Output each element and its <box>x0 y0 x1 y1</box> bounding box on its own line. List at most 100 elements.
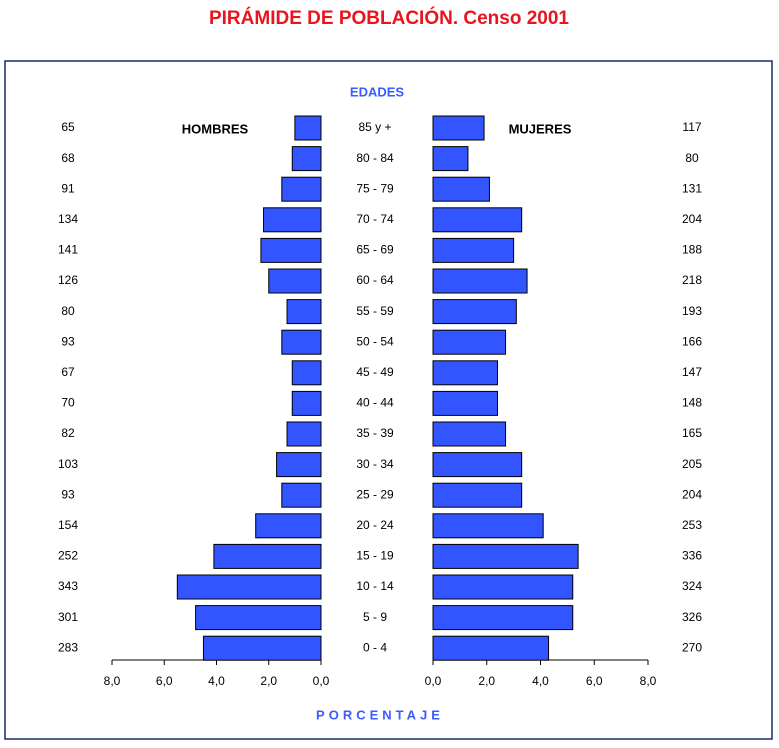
bar <box>294 115 322 141</box>
x-tick-label: 6,0 <box>156 674 173 688</box>
age-label: 10 - 14 <box>356 579 394 593</box>
count-label: 188 <box>682 243 702 257</box>
count-label: 218 <box>682 273 702 287</box>
count-label: 343 <box>58 579 78 593</box>
x-axis-title: PORCENTAJE <box>316 707 444 722</box>
bar <box>213 543 322 569</box>
x-tick-label: 2,0 <box>478 674 495 688</box>
count-label: 270 <box>682 640 702 654</box>
count-label: 80 <box>685 151 699 165</box>
bar <box>286 299 322 325</box>
age-label: 0 - 4 <box>363 640 387 654</box>
x-tick-label: 0,0 <box>313 674 330 688</box>
age-label: 40 - 44 <box>356 396 394 410</box>
count-label: 93 <box>61 334 75 348</box>
x-tick-label: 4,0 <box>208 674 225 688</box>
x-tick-label: 8,0 <box>104 674 121 688</box>
count-label: 67 <box>61 365 75 379</box>
age-label: 55 - 59 <box>356 304 394 318</box>
bar <box>281 176 322 202</box>
bar <box>432 176 490 202</box>
bar <box>432 268 528 294</box>
bar <box>432 329 507 355</box>
count-label: 91 <box>61 181 75 195</box>
count-label: 204 <box>682 487 702 501</box>
count-label: 301 <box>58 610 78 624</box>
count-label: 193 <box>682 304 702 318</box>
count-label: 253 <box>682 518 702 532</box>
age-label: 85 y + <box>358 120 391 134</box>
count-label: 65 <box>61 120 75 134</box>
count-label: 68 <box>61 151 75 165</box>
count-label: 252 <box>58 549 78 563</box>
count-label: 126 <box>58 273 78 287</box>
frame <box>4 60 773 740</box>
count-label: 117 <box>682 120 701 134</box>
count-label: 134 <box>58 212 78 226</box>
age-label: 25 - 29 <box>356 487 394 501</box>
bar <box>432 115 485 141</box>
count-label: 165 <box>682 426 702 440</box>
bar <box>176 574 322 600</box>
category-axis-title: EDADES <box>350 84 405 99</box>
x-tick-label: 0,0 <box>425 674 442 688</box>
bar <box>432 482 523 508</box>
count-label: 205 <box>682 457 702 471</box>
bar <box>432 390 498 416</box>
age-label: 80 - 84 <box>356 151 394 165</box>
age-label: 20 - 24 <box>356 518 394 532</box>
bar <box>291 146 322 172</box>
count-label: 82 <box>61 426 75 440</box>
bar <box>268 268 322 294</box>
age-label: 65 - 69 <box>356 243 394 257</box>
count-label: 141 <box>58 243 78 257</box>
bar <box>432 635 550 661</box>
age-label: 5 - 9 <box>363 610 387 624</box>
bar <box>432 605 574 631</box>
count-label: 80 <box>61 304 75 318</box>
bar <box>202 635 322 661</box>
count-label: 166 <box>682 334 702 348</box>
age-label: 70 - 74 <box>356 212 394 226</box>
age-label: 45 - 49 <box>356 365 394 379</box>
bar <box>276 452 322 478</box>
age-label: 60 - 64 <box>356 273 394 287</box>
x-tick-label: 2,0 <box>260 674 277 688</box>
bar <box>432 543 579 569</box>
count-label: 326 <box>682 610 702 624</box>
bar <box>432 513 544 539</box>
age-label: 75 - 79 <box>356 181 394 195</box>
age-label: 15 - 19 <box>356 549 394 563</box>
bar <box>286 421 322 447</box>
age-label: 50 - 54 <box>356 334 394 348</box>
count-label: 70 <box>61 396 75 410</box>
x-tick-label: 6,0 <box>586 674 603 688</box>
bar <box>432 237 515 263</box>
count-label: 324 <box>682 579 702 593</box>
bar <box>281 482 322 508</box>
count-label: 93 <box>61 487 75 501</box>
bar <box>432 207 523 233</box>
count-label: 154 <box>58 518 78 532</box>
count-label: 131 <box>682 181 702 195</box>
count-label: 103 <box>58 457 78 471</box>
chart-title: PIRÁMIDE DE POBLACIÓN. Censo 2001 <box>209 7 569 29</box>
series-name: HOMBRES <box>182 121 249 136</box>
bar <box>432 421 507 447</box>
bar <box>291 390 322 416</box>
bar <box>432 146 469 172</box>
bar <box>432 574 574 600</box>
bar <box>260 237 322 263</box>
age-label: 30 - 34 <box>356 457 394 471</box>
count-label: 204 <box>682 212 702 226</box>
bar <box>281 329 322 355</box>
count-label: 283 <box>58 640 78 654</box>
bar <box>291 360 322 386</box>
bar <box>432 360 498 386</box>
count-label: 148 <box>682 396 702 410</box>
bar <box>263 207 322 233</box>
bar <box>432 299 517 325</box>
x-tick-label: 8,0 <box>640 674 657 688</box>
count-label: 336 <box>682 549 702 563</box>
